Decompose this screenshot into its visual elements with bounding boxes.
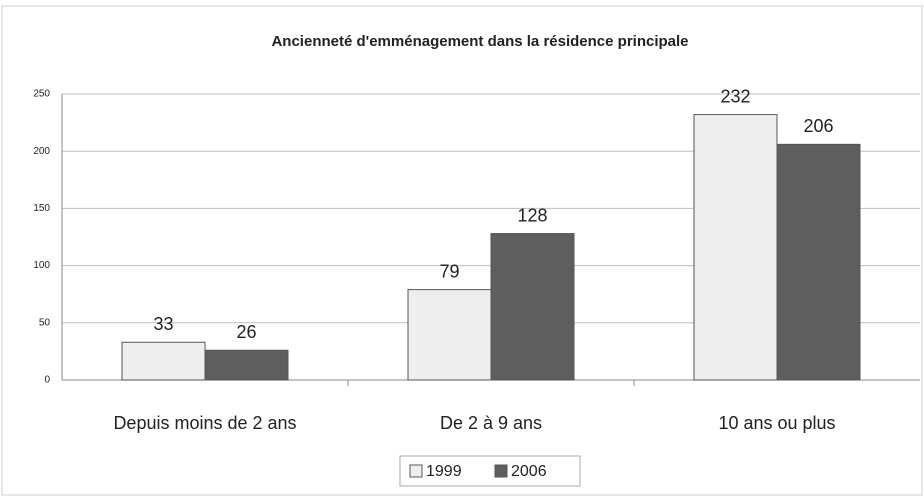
bar — [776, 143, 861, 381]
y-tick-label: 200 — [33, 146, 50, 157]
data-label: 206 — [803, 116, 833, 136]
data-label: 26 — [236, 322, 256, 342]
bar — [121, 341, 206, 381]
bar — [204, 349, 289, 381]
legend-label: 1999 — [426, 463, 462, 480]
y-tick-label: 250 — [33, 89, 50, 100]
data-label: 232 — [720, 86, 750, 106]
y-tick-label: 50 — [39, 317, 51, 328]
data-label: 128 — [517, 205, 547, 225]
x-tick-label: Depuis moins de 2 ans — [113, 413, 296, 433]
data-label: 33 — [153, 314, 173, 334]
x-tick-label: De 2 à 9 ans — [440, 413, 542, 433]
legend-swatch — [494, 464, 508, 478]
legend-box — [399, 455, 581, 487]
data-label: 79 — [439, 261, 459, 281]
y-tick-label: 150 — [33, 203, 50, 214]
bar — [693, 114, 778, 381]
bar — [490, 233, 575, 381]
chart-title: Ancienneté d'emménagement dans la réside… — [271, 33, 688, 50]
x-tick-label: 10 ans ou plus — [718, 413, 835, 433]
bar — [407, 289, 492, 381]
y-tick-label: 0 — [44, 375, 50, 386]
y-tick-label: 100 — [33, 260, 50, 271]
legend-label: 2006 — [511, 463, 547, 480]
legend-swatch — [409, 464, 423, 478]
